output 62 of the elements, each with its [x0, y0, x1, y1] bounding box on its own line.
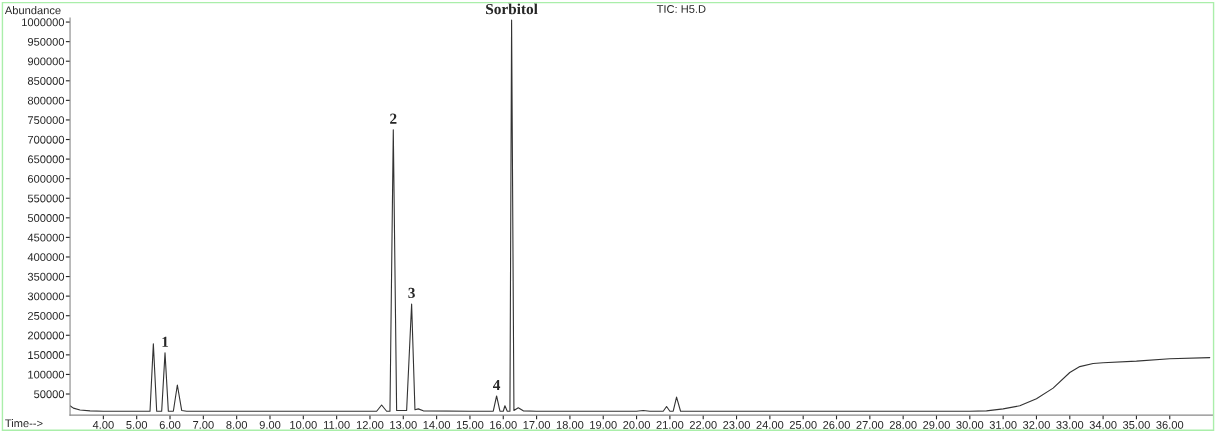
y-tick-label: 100000 [28, 370, 65, 379]
x-tick-label: 36.00 [1156, 421, 1184, 429]
x-tick-label: 8.00 [226, 421, 248, 429]
y-tick-label: 550000 [27, 194, 65, 203]
x-tick-label: 4.00 [92, 421, 114, 429]
y-tick-label: 850000 [27, 77, 65, 85]
y-tick-label: 500000 [27, 214, 65, 222]
x-tick-label: 29.00 [923, 421, 950, 429]
x-tick-label: 10.00 [290, 421, 317, 429]
text: TIC: H5.D [656, 5, 706, 13]
x-tick-label: 23.00 [723, 421, 751, 429]
y-axis-title: Abundance [4, 6, 61, 15]
y-tick-label: 800000 [27, 96, 65, 105]
x-tick-label: 35.00 [1122, 421, 1150, 429]
y-tick-label: 750000 [27, 116, 65, 125]
y-tick-label: 1000000 [22, 18, 65, 27]
annotation: 2 [390, 113, 397, 124]
y-tick-label: 50000 [34, 390, 65, 399]
y-tick-label: 700000 [27, 135, 65, 144]
x-tick-label: 32.00 [1022, 421, 1050, 429]
x-tick-label: 18.00 [556, 421, 584, 429]
annotation: 3 [408, 287, 415, 299]
x-tick-label: 12.00 [356, 421, 384, 429]
x-tick-label: 20.00 [623, 421, 651, 429]
x-tick-label: 21.00 [656, 421, 684, 429]
x-tick-label: 27.00 [856, 421, 884, 429]
x-tick-label: 5.00 [126, 421, 148, 429]
annotation: 1 [162, 336, 169, 347]
x-tick-label: 15.00 [456, 421, 484, 429]
y-tick-label: 350000 [27, 272, 65, 281]
y-tick-label: 250000 [27, 311, 65, 320]
x-axis-title: Time--> [5, 419, 43, 428]
y-tick-label: 450000 [27, 233, 65, 242]
x-tick-label: 34.00 [1089, 421, 1117, 429]
x-tick-label: 28.00 [889, 421, 917, 429]
x-tick-label: 11.00 [324, 421, 350, 429]
y-tick-label: 900000 [27, 57, 65, 66]
annotation: Sorbitol [486, 3, 538, 15]
y-tick-label: 950000 [27, 37, 65, 46]
x-tick-label: 26.00 [823, 421, 850, 429]
y-tick-label: 600000 [27, 174, 65, 183]
x-tick-label: 25.00 [789, 421, 817, 429]
y-tick-label: 400000 [27, 253, 65, 262]
x-tick-label: 33.00 [1056, 421, 1084, 429]
line-series [70, 19, 1211, 412]
x-tick-label: 22.00 [689, 421, 717, 429]
x-tick-label: 30.00 [956, 421, 984, 429]
x-tick-label: 31.00 [989, 421, 1017, 429]
x-tick-label: 24.00 [756, 421, 784, 429]
y-tick-label: 650000 [27, 155, 65, 164]
x-tick-label: 19.00 [590, 421, 617, 429]
x-tick-label: 16.00 [490, 421, 517, 429]
x-tick-label: 13.00 [390, 421, 417, 429]
x-tick-label: 7.00 [193, 421, 214, 429]
x-tick-label: 14.00 [423, 421, 451, 429]
x-tick-label: 9.00 [259, 421, 281, 429]
x-tick-label: 17.00 [523, 421, 551, 429]
y-tick-label: 150000 [28, 351, 65, 359]
x-tick-label: 6.00 [159, 421, 181, 429]
y-tick-label: 300000 [27, 292, 65, 301]
annotation: 4 [492, 379, 501, 390]
y-tick-label: 200000 [27, 331, 65, 340]
